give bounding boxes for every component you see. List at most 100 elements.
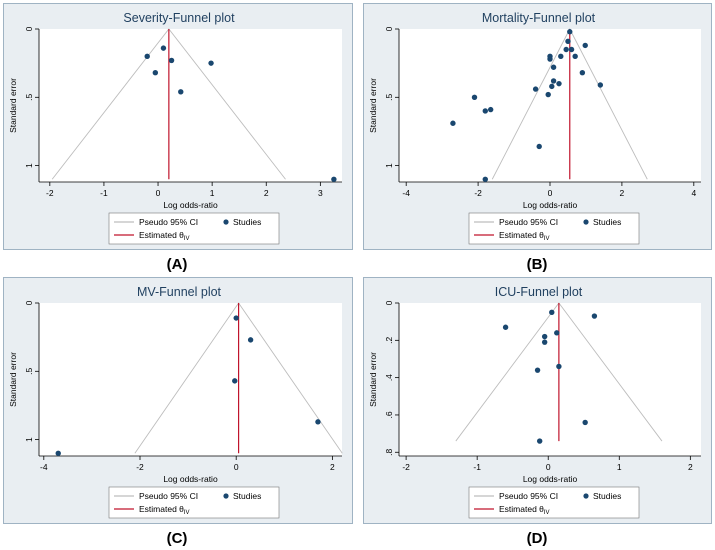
legend-estimate-subscript: IV: [184, 510, 190, 516]
study-point: [178, 89, 184, 95]
legend-studies-label: Studies: [233, 491, 261, 501]
x-tick-label: -1: [100, 188, 108, 198]
study-point: [549, 83, 555, 90]
legend-ci-label: Pseudo 95% CI: [499, 217, 558, 227]
study-point: [233, 315, 239, 321]
study-point: [550, 78, 557, 84]
study-point: [565, 38, 571, 44]
study-point: [549, 309, 555, 316]
plot-area: [399, 303, 701, 456]
study-point: [208, 60, 214, 66]
study-point: [572, 53, 578, 60]
legend-estimate-text: Estimated θ: [139, 230, 184, 240]
chart-severity: Severity-Funnel plot -2 -1 0 1 2 3 0 .5 1 Log odds…: [8, 11, 342, 245]
study-point: [541, 339, 548, 345]
study-point: [144, 53, 150, 60]
panel-mv: MV-Funnel plot -4 -2 0 2 0 .5 1 Log odds-ratio St…: [3, 277, 353, 524]
legend-box: [468, 486, 640, 519]
legend-estimate-text: Estimated θ: [499, 230, 544, 240]
x-tick-label: 1: [617, 462, 622, 472]
legend-estimate-text: Estimated θ: [499, 504, 544, 514]
legend-estimate-label: Estimated θIV: [499, 230, 550, 242]
y-tick-label: .5: [24, 367, 34, 374]
legend-estimate-label: Estimated θIV: [139, 230, 190, 242]
x-tick-label: 0: [546, 462, 551, 472]
study-point: [160, 45, 167, 51]
study-point: [597, 82, 604, 88]
study-point: [591, 313, 598, 319]
y-tick-label: .5: [384, 93, 394, 100]
x-tick-label: 0: [156, 188, 161, 198]
chart-title: Severity-Funnel plot: [123, 11, 235, 25]
study-point: [232, 378, 238, 384]
x-tick-label: 2: [264, 188, 269, 198]
x-axis-title: Log odds-ratio: [163, 200, 218, 210]
study-point: [471, 94, 478, 101]
chart-title: Mortality-Funnel plot: [482, 11, 596, 25]
chart-title: MV-Funnel plot: [137, 285, 222, 299]
legend-ci-label: Pseudo 95% CI: [139, 491, 198, 501]
x-tick-label: -1: [473, 462, 481, 472]
panel-severity: Severity-Funnel plot -2 -1 0 1 2 3 0 .5 1 Log odds…: [3, 3, 353, 250]
study-point: [536, 438, 543, 444]
y-tick-label: 0: [24, 300, 34, 305]
study-point: [554, 330, 560, 336]
x-tick-label: 2: [620, 188, 625, 198]
x-axis-title: Log odds-ratio: [523, 200, 578, 210]
panel-icu: ICU-Funnel plot -2 -1 0 1 2 0 .2 .4 .6 .8 Log odds-…: [363, 277, 712, 524]
x-tick-label: -2: [46, 188, 54, 198]
study-point: [168, 57, 175, 64]
study-point: [482, 108, 488, 114]
chart-title: ICU-Funnel plot: [495, 285, 583, 299]
study-point: [547, 56, 553, 62]
legend-estimate-subscript: IV: [544, 510, 550, 516]
study-point: [558, 53, 564, 60]
study-point: [482, 176, 488, 182]
x-tick-label: -4: [402, 188, 410, 198]
legend-ci-label: Pseudo 95% CI: [499, 491, 558, 501]
study-point: [545, 91, 551, 98]
study-point: [331, 176, 337, 182]
study-point: [487, 106, 494, 113]
study-point: [582, 42, 588, 49]
x-tick-label: 2: [688, 462, 693, 472]
x-tick-label: 3: [318, 188, 323, 198]
y-tick-label: .2: [384, 337, 394, 344]
y-axis-title: Standard error: [8, 78, 18, 133]
y-tick-label: 1: [384, 163, 394, 168]
study-point: [152, 70, 159, 76]
y-tick-label: 0: [24, 26, 34, 31]
panel-label-a: (A): [166, 256, 188, 273]
panel-mortality: Mortality-Funnel plot -4 -2 0 2 4 0 .5 1 Log odds…: [363, 3, 712, 250]
legend-ci-label: Pseudo 95% CI: [139, 217, 198, 227]
legend-estimate-subscript: IV: [184, 236, 190, 242]
study-point: [582, 419, 588, 426]
chart-icu: ICU-Funnel plot -2 -1 0 1 2 0 .2 .4 .6 .8 Log odds-…: [368, 285, 701, 519]
study-point: [247, 337, 254, 343]
plot-area: [39, 29, 342, 182]
y-axis-title: Standard error: [8, 352, 18, 407]
legend-estimate-subscript: IV: [544, 236, 550, 242]
plot-area: [39, 303, 342, 456]
x-tick-label: -2: [402, 462, 410, 472]
panel-label-c: (C): [166, 530, 188, 547]
legend-estimate-text: Estimated θ: [139, 504, 184, 514]
study-point: [556, 80, 562, 87]
legend-box: [108, 486, 280, 519]
legend-studies-marker: [583, 219, 589, 225]
legend-box: [468, 212, 640, 245]
study-point: [550, 64, 557, 70]
y-axis-title: Standard error: [368, 352, 378, 407]
panel-label-d: (D): [526, 530, 548, 547]
y-tick-label: 1: [24, 437, 34, 442]
study-point: [541, 333, 548, 340]
study-point: [568, 46, 575, 53]
x-tick-label: 1: [210, 188, 215, 198]
x-tick-label: 0: [548, 188, 553, 198]
y-tick-label: .4: [384, 374, 394, 381]
legend-studies-label: Studies: [593, 217, 621, 227]
study-point: [502, 324, 509, 330]
plot-area: [399, 29, 701, 182]
x-tick-label: 2: [330, 462, 335, 472]
study-point: [450, 120, 456, 126]
